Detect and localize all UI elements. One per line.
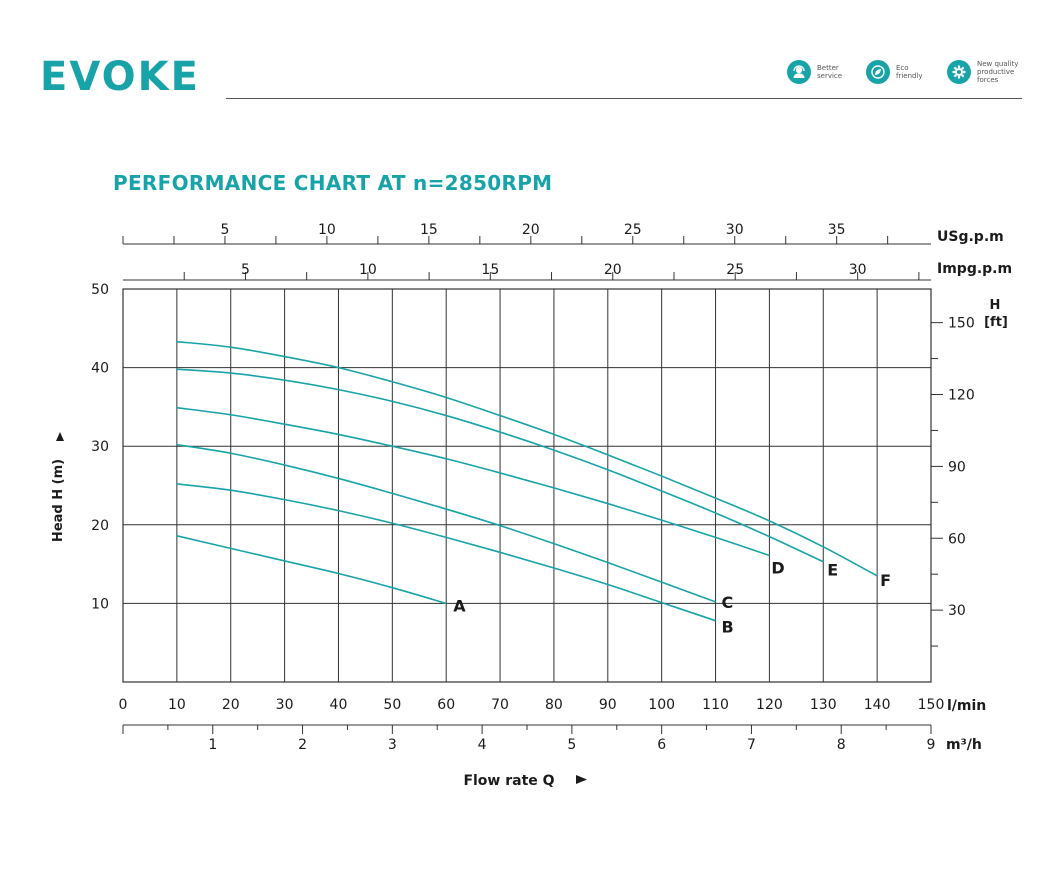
badge-label: Eco friendly [896, 64, 923, 80]
y-tick-label: 40 [91, 361, 109, 377]
x-tick-label: 0 [119, 697, 128, 713]
y-axis-arrow-icon [56, 432, 64, 441]
ft-tick-label: 150 [948, 316, 975, 332]
x-axis-arrow-icon [576, 775, 587, 784]
x-tick-label: 120 [756, 697, 783, 713]
ft-tick-label: 60 [948, 531, 966, 547]
x-tick-label: 130 [810, 697, 837, 713]
x-unit-label: l/min [947, 698, 986, 714]
x-tick-label: 60 [437, 697, 455, 713]
usgpm-tick-label: 10 [318, 222, 336, 238]
x-tick-label: 80 [545, 697, 563, 713]
leaf-globe-icon [866, 60, 890, 84]
badge-eco-friendly: Eco friendly [866, 60, 940, 84]
m3h-tick-label: 3 [388, 737, 397, 753]
x-tick-label: 110 [702, 697, 729, 713]
m3h-tick-label: 9 [927, 737, 936, 753]
impgpm-tick-label: 25 [726, 262, 744, 278]
usgpm-tick-label: 30 [726, 222, 744, 238]
badge-label: Better service [817, 64, 843, 80]
curve-a [176, 535, 447, 605]
m3h-tick-label: 8 [837, 737, 846, 753]
curve-f [176, 340, 878, 577]
badge-new-quality: New quality productive forces [947, 60, 1021, 84]
x-tick-label: 50 [383, 697, 401, 713]
curve-label-a: A [453, 596, 466, 615]
x-tick-label: 70 [491, 697, 509, 713]
x-tick-label: 10 [168, 697, 186, 713]
header-divider [226, 98, 1022, 99]
m3h-tick-label: 6 [657, 737, 666, 753]
impgpm-unit-label: Impg.p.m [937, 261, 1012, 277]
m3h-tick-label: 7 [747, 737, 756, 753]
m3h-tick-label: 1 [208, 737, 217, 753]
y-tick-label: 50 [91, 282, 109, 298]
impgpm-tick-label: 5 [241, 262, 250, 278]
impgpm-tick-label: 10 [359, 262, 377, 278]
x-tick-label: 40 [330, 697, 348, 713]
ft-tick-label: 120 [948, 388, 975, 404]
usgpm-tick-label: 35 [828, 222, 846, 238]
curve-e [176, 368, 824, 563]
badge-better-service: Better service [787, 60, 861, 84]
x-tick-label: 20 [222, 697, 240, 713]
x-axis-label: Flow rate Q [463, 773, 554, 789]
x-tick-label: 90 [599, 697, 617, 713]
impgpm-tick-label: 20 [604, 262, 622, 278]
curve-label-f: F [880, 571, 891, 590]
ft-axis-label-h: H [990, 298, 1001, 313]
usgpm-tick-label: 20 [522, 222, 540, 238]
x-tick-label: 150 [918, 697, 945, 713]
y-tick-label: 30 [91, 439, 109, 455]
impgpm-tick-label: 30 [849, 262, 867, 278]
m3h-unit-label: m³/h [946, 737, 982, 753]
headset-icon [787, 60, 811, 84]
m3h-tick-label: 2 [298, 737, 307, 753]
usgpm-unit-label: USg.p.m [937, 229, 1004, 245]
badge-label: New quality productive forces [977, 60, 1019, 84]
curve-label-e: E [827, 561, 838, 580]
y-axis-label: Head H (m) [51, 459, 66, 542]
curve-label-b: B [722, 618, 734, 637]
curve-label-c: C [722, 593, 734, 612]
gear-icon [947, 60, 971, 84]
impgpm-tick-label: 15 [481, 262, 499, 278]
plot-frame [122, 288, 932, 683]
y-tick-label: 10 [91, 596, 109, 612]
brand-logo: EVOKE [40, 54, 200, 100]
usgpm-tick-label: 5 [220, 222, 229, 238]
usgpm-tick-label: 15 [420, 222, 438, 238]
chart-title: PERFORMANCE CHART AT n=2850RPM [113, 171, 553, 195]
x-tick-label: 30 [276, 697, 294, 713]
curve-label-d: D [771, 558, 784, 577]
x-tick-label: 100 [648, 697, 675, 713]
x-tick-label: 140 [864, 697, 891, 713]
ft-tick-label: 90 [948, 459, 966, 475]
ft-tick-label: 30 [948, 603, 966, 619]
curve-c [176, 443, 716, 603]
m3h-tick-label: 4 [478, 737, 487, 753]
y-tick-label: 20 [91, 518, 109, 534]
usgpm-tick-label: 25 [624, 222, 642, 238]
curve-b [176, 483, 716, 622]
curve-d [176, 406, 770, 557]
m3h-tick-label: 5 [567, 737, 576, 753]
ft-axis-label-unit: [ft] [984, 315, 1008, 330]
